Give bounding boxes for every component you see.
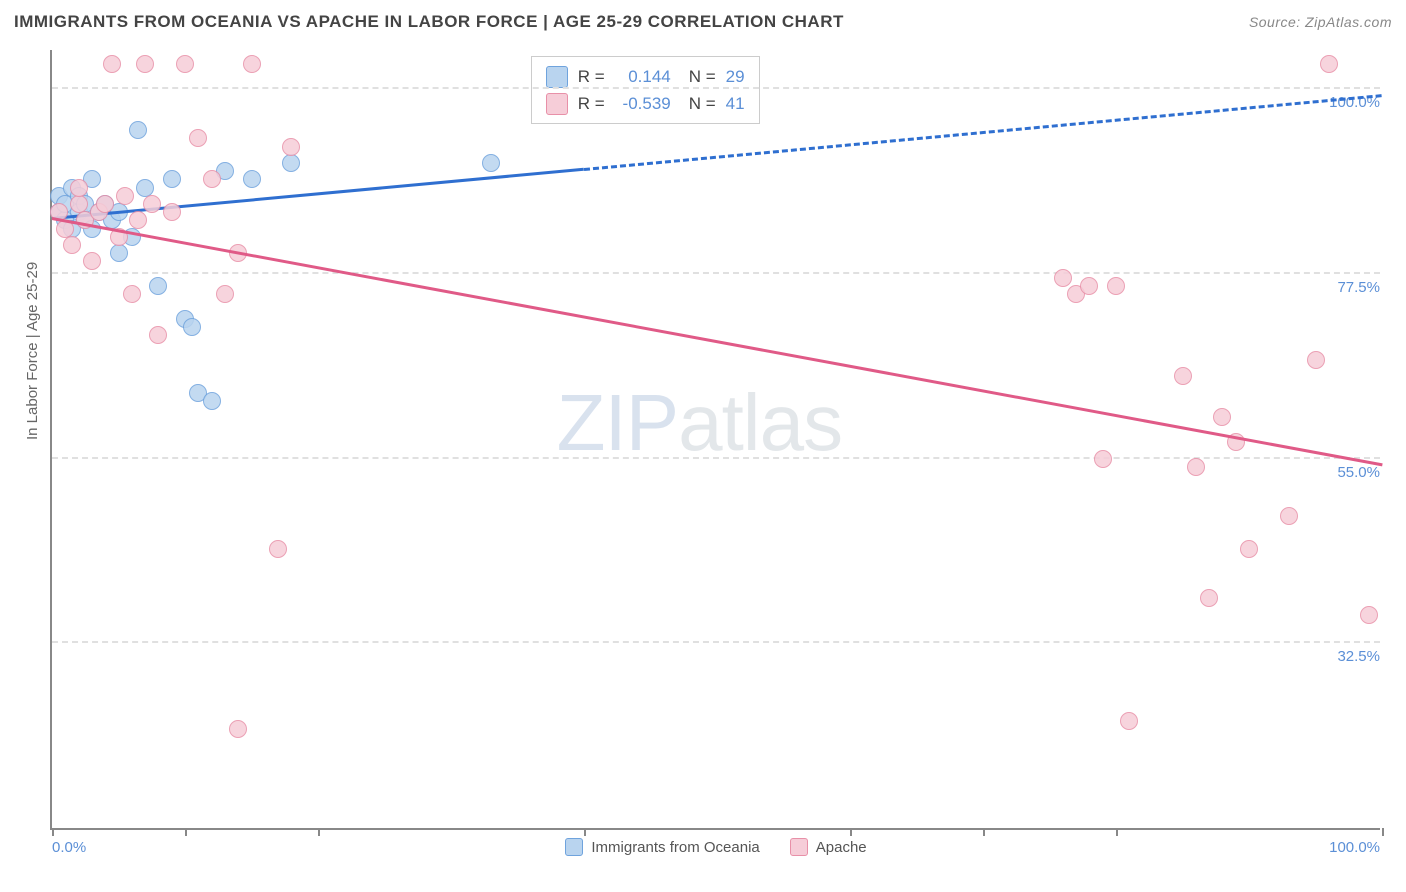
data-point xyxy=(1187,458,1205,476)
chart-title: IMMIGRANTS FROM OCEANIA VS APACHE IN LAB… xyxy=(14,12,844,32)
data-point xyxy=(482,154,500,172)
data-point xyxy=(96,195,114,213)
source-name: ZipAtlas.com xyxy=(1305,14,1392,30)
data-point xyxy=(1200,589,1218,607)
data-point xyxy=(116,187,134,205)
data-point xyxy=(282,154,300,172)
data-point xyxy=(110,244,128,262)
regression-line xyxy=(52,217,1383,466)
r-label: R = xyxy=(578,90,605,117)
data-point xyxy=(63,236,81,254)
data-point xyxy=(176,55,194,73)
legend-swatch xyxy=(790,838,808,856)
data-point xyxy=(229,720,247,738)
legend-label: Apache xyxy=(816,839,867,856)
source-label: Source: xyxy=(1249,14,1301,30)
data-point xyxy=(103,55,121,73)
data-point xyxy=(243,170,261,188)
legend-swatch xyxy=(546,66,568,88)
legend-label: Immigrants from Oceania xyxy=(591,839,759,856)
data-point xyxy=(203,392,221,410)
data-point xyxy=(203,170,221,188)
x-tick xyxy=(185,828,187,836)
data-point xyxy=(1174,367,1192,385)
n-value: 41 xyxy=(726,90,745,117)
data-point xyxy=(1107,277,1125,295)
gridline xyxy=(52,272,1380,274)
x-tick xyxy=(52,828,54,836)
data-point xyxy=(123,285,141,303)
y-tick-label: 55.0% xyxy=(1335,464,1382,481)
data-point xyxy=(83,252,101,270)
data-point xyxy=(149,277,167,295)
legend-swatch xyxy=(565,838,583,856)
x-tick xyxy=(1382,828,1384,836)
y-tick-label: 32.5% xyxy=(1335,648,1382,665)
data-point xyxy=(1240,540,1258,558)
data-point xyxy=(1307,351,1325,369)
data-point xyxy=(1120,712,1138,730)
data-point xyxy=(136,55,154,73)
series-legend: Immigrants from Oceania Apache xyxy=(52,838,1380,856)
legend-row: R = -0.539 N = 41 xyxy=(546,90,745,117)
x-tick xyxy=(850,828,852,836)
y-tick-label: 77.5% xyxy=(1335,279,1382,296)
watermark-thin: atlas xyxy=(678,378,842,467)
x-tick xyxy=(318,828,320,836)
data-point xyxy=(1213,408,1231,426)
data-point xyxy=(149,326,167,344)
data-point xyxy=(136,179,154,197)
watermark-bold: ZIP xyxy=(557,378,678,467)
source-credit: Source: ZipAtlas.com xyxy=(1249,14,1392,30)
data-point xyxy=(163,203,181,221)
title-bar: IMMIGRANTS FROM OCEANIA VS APACHE IN LAB… xyxy=(14,12,1392,32)
y-axis-label: In Labor Force | Age 25-29 xyxy=(24,262,41,440)
data-point xyxy=(1094,450,1112,468)
data-point xyxy=(183,318,201,336)
data-point xyxy=(163,170,181,188)
data-point xyxy=(70,195,88,213)
data-point xyxy=(129,121,147,139)
legend-item: Immigrants from Oceania xyxy=(565,838,759,856)
data-point xyxy=(216,285,234,303)
data-point xyxy=(70,179,88,197)
data-point xyxy=(1360,606,1378,624)
data-point xyxy=(269,540,287,558)
r-value: -0.539 xyxy=(615,90,671,117)
data-point xyxy=(1054,269,1072,287)
x-tick xyxy=(584,828,586,836)
correlation-legend: R =0.144N =29R =-0.539N =41 xyxy=(531,56,760,124)
gridline xyxy=(52,457,1380,459)
legend-item: Apache xyxy=(790,838,867,856)
data-point xyxy=(129,211,147,229)
scatter-plot: ZIPatlas R =0.144N =29R =-0.539N =41 0.0… xyxy=(50,50,1380,830)
gridline xyxy=(52,641,1380,643)
data-point xyxy=(243,55,261,73)
legend-swatch xyxy=(546,93,568,115)
x-tick xyxy=(983,828,985,836)
data-point xyxy=(282,138,300,156)
n-label: N = xyxy=(689,90,716,117)
data-point xyxy=(189,129,207,147)
x-tick xyxy=(1116,828,1118,836)
watermark: ZIPatlas xyxy=(557,377,842,469)
data-point xyxy=(1320,55,1338,73)
gridline xyxy=(52,87,1380,89)
data-point xyxy=(1280,507,1298,525)
data-point xyxy=(143,195,161,213)
data-point xyxy=(1080,277,1098,295)
